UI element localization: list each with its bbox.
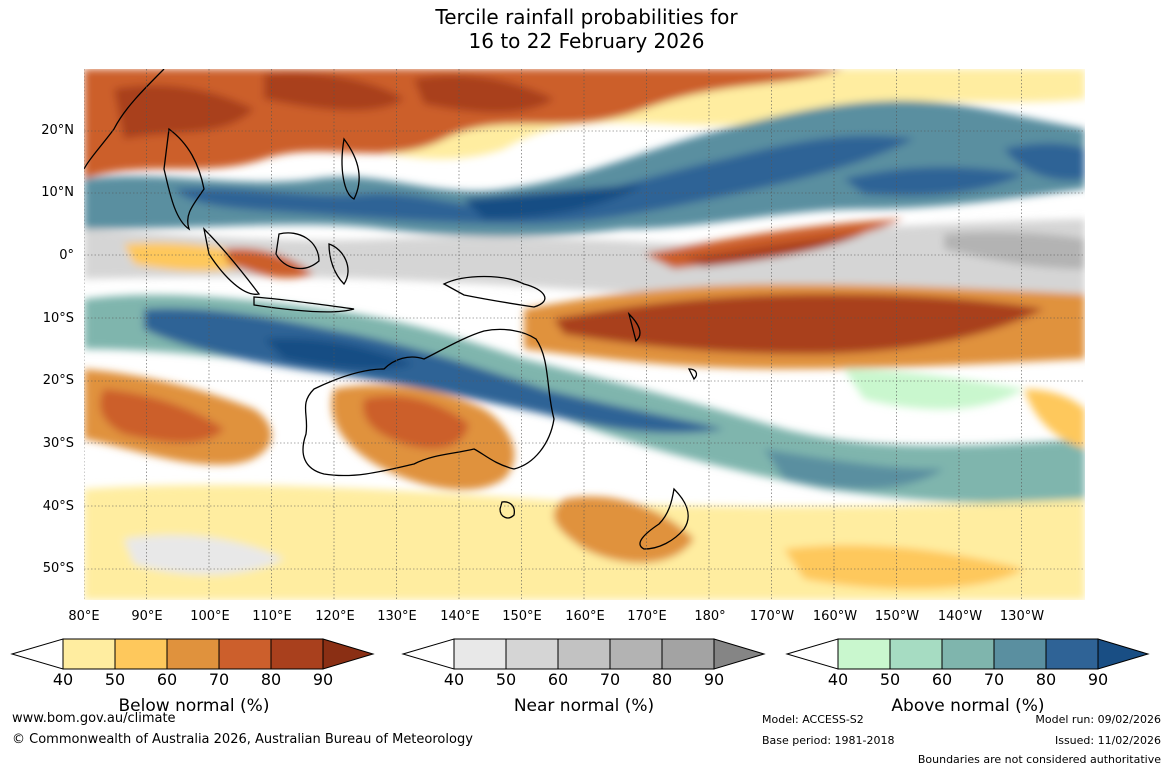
colorbar-high-extension — [1097, 638, 1150, 670]
lon-label: 100°E — [190, 609, 230, 624]
lon-label: 160°E — [565, 609, 605, 624]
lon-label: 130°W — [999, 609, 1045, 624]
lon-label: 110°E — [252, 609, 292, 624]
colorbar-segment — [453, 638, 507, 670]
lon-label: 90°E — [131, 609, 163, 624]
lon-label: 150°W — [874, 609, 920, 624]
lon-label: 170°E — [627, 609, 667, 624]
colorbar-tick-label: 50 — [879, 670, 901, 689]
issued-text: Issued: 11/02/2026 — [1054, 734, 1161, 747]
colorbar-tick-label: 60 — [156, 670, 178, 689]
colorbar-high-extension — [322, 638, 375, 670]
colorbar-segment — [837, 638, 891, 670]
colorbar-tick-label: 40 — [443, 670, 465, 689]
lon-label: 120°E — [315, 609, 355, 624]
colorbar-segment — [557, 638, 611, 670]
colorbar-label-below-normal: Below normal (%) — [118, 696, 270, 716]
lat-label: 0° — [59, 248, 74, 263]
base-period-text: Base period: 1981-2018 — [762, 734, 895, 747]
colorbar-label-above-normal: Above normal (%) — [891, 696, 1045, 716]
colorbar-segment — [889, 638, 943, 670]
lat-label: 10°S — [42, 311, 74, 326]
colorbar-segment — [218, 638, 272, 670]
colorbar-segment — [609, 638, 663, 670]
lon-label: 160°W — [812, 609, 858, 624]
colorbar-near-normal — [401, 638, 766, 670]
colorbar-segment — [661, 638, 715, 670]
colorbar-tick-label: 70 — [599, 670, 621, 689]
colorbar-tick-label: 40 — [52, 670, 74, 689]
lat-label: 40°S — [42, 499, 74, 514]
colorbar-tick-label: 70 — [983, 670, 1005, 689]
lon-label: 140°W — [937, 609, 983, 624]
lat-label: 20°N — [41, 123, 74, 138]
colorbar-tick-label: 50 — [495, 670, 517, 689]
colorbar-tick-label: 60 — [931, 670, 953, 689]
map-title-line-2: 16 to 22 February 2026 — [468, 29, 705, 53]
colorbar-tick-label: 50 — [104, 670, 126, 689]
colorbar-tick-label: 80 — [651, 670, 673, 689]
lon-label: 170°W — [749, 609, 795, 624]
lat-label: 20°S — [42, 373, 74, 388]
colorbar-label-near-normal: Near normal (%) — [513, 696, 655, 716]
colorbar-segment — [114, 638, 168, 670]
lon-label: 180° — [694, 609, 726, 624]
rainfall-probability-map — [84, 69, 1085, 600]
colorbar-segment — [1045, 638, 1099, 670]
colorbar-tick-label: 90 — [312, 670, 334, 689]
colorbar-segment — [62, 638, 116, 670]
copyright-text: © Commonwealth of Australia 2026, Austra… — [12, 732, 473, 747]
lon-label: 130°E — [377, 609, 417, 624]
colorbar-tick-label: 80 — [1035, 670, 1057, 689]
lat-label: 10°N — [41, 185, 74, 200]
colorbar-below-normal — [10, 638, 375, 670]
colorbar-low-extension — [785, 638, 839, 670]
colorbar-segment — [505, 638, 559, 670]
model-run-text: Model run: 09/02/2026 — [1035, 713, 1161, 726]
graticule — [84, 69, 1085, 600]
colorbar-segment — [941, 638, 995, 670]
colorbar-low-extension — [401, 638, 455, 670]
colorbar-tick-label: 40 — [827, 670, 849, 689]
lat-label: 30°S — [42, 436, 74, 451]
colorbar-tick-label: 60 — [547, 670, 569, 689]
colorbar-tick-label: 90 — [1087, 670, 1109, 689]
coastlines — [84, 69, 698, 550]
website-text: www.bom.gov.au/climate — [12, 711, 176, 726]
colorbar-tick-label: 80 — [260, 670, 282, 689]
colorbar-high-extension — [713, 638, 766, 670]
model-text: Model: ACCESS-S2 — [762, 713, 864, 726]
colorbar-segment — [270, 638, 324, 670]
lon-label: 140°E — [440, 609, 480, 624]
colorbar-segment — [993, 638, 1047, 670]
lat-label: 50°S — [42, 561, 74, 576]
colorbar-tick-label: 90 — [703, 670, 725, 689]
probability-field — [84, 69, 1085, 600]
map-title-line-1: Tercile rainfall probabilities for — [435, 5, 738, 29]
colorbar-above-normal — [785, 638, 1150, 670]
colorbar-low-extension — [10, 638, 64, 670]
lon-label: 80°E — [68, 609, 100, 624]
colorbar-tick-label: 70 — [208, 670, 230, 689]
disclaimer-text: Boundaries are not considered authoritat… — [917, 753, 1161, 766]
lon-label: 150°E — [502, 609, 542, 624]
colorbar-segment — [166, 638, 220, 670]
